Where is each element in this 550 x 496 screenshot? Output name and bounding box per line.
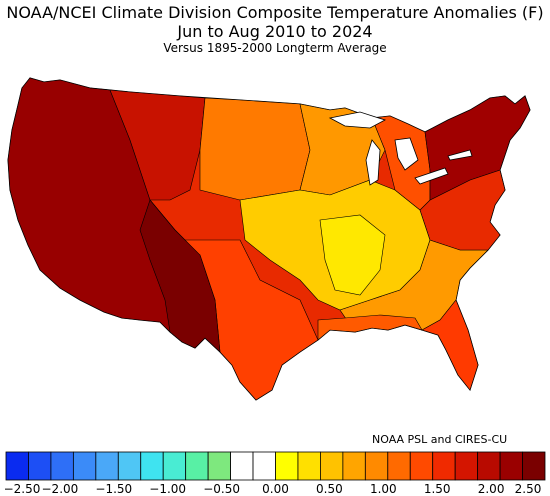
legend-swatch (432, 451, 456, 481)
lake-ontario (447, 149, 473, 161)
legend-tick-label: −2.00 (42, 482, 79, 496)
legend-swatch (522, 451, 546, 481)
legend-tick-label: 0.50 (316, 482, 343, 496)
legend-swatch (320, 451, 344, 481)
legend-tick-label: −2.50 (4, 482, 41, 496)
region-southwest (139, 199, 221, 353)
legend-swatch (454, 451, 479, 481)
chart-baseline-note: Versus 1895-2000 Longterm Average (163, 41, 387, 55)
legend-swatch (185, 451, 209, 481)
legend-swatch (387, 451, 411, 481)
legend-tick-label: 2.00 (478, 482, 505, 496)
data-credit: NOAA PSL and CIRES-CU (372, 433, 508, 446)
legend-swatch (252, 451, 276, 481)
region-mississippi-valley (319, 214, 386, 296)
legend-swatch (117, 451, 142, 481)
legend-swatch (499, 451, 523, 481)
legend-swatch (50, 451, 74, 481)
region-florida (421, 299, 479, 391)
legend-tick-label: 2.50 (515, 482, 542, 496)
legend-swatch (207, 451, 231, 481)
legend-swatch (5, 451, 29, 481)
legend-swatch (275, 451, 299, 481)
region-northern-plains (199, 97, 311, 201)
legend-swatch (95, 451, 119, 481)
legend-tick-label: 1.50 (424, 482, 451, 496)
legend-tick-label: −1.50 (95, 482, 132, 496)
lake-superior (328, 111, 387, 129)
legend-swatch (162, 451, 187, 481)
region-northern-rockies (89, 87, 206, 201)
legend-swatch (28, 451, 52, 481)
legend-tick-label: 1.00 (370, 482, 397, 496)
us-anomaly-map (7, 77, 531, 401)
lake-huron (394, 137, 419, 171)
legend-swatch (364, 451, 389, 481)
lake-michigan (365, 139, 381, 186)
legend-swatch (409, 451, 434, 481)
chart-title: NOAA/NCEI Climate Division Composite Tem… (6, 3, 544, 22)
legend-swatch (72, 451, 97, 481)
legend-swatch (342, 451, 366, 481)
chart-date-range: Jun to Aug 2010 to 2024 (177, 22, 373, 41)
region-gulf-coast (317, 314, 423, 341)
lake-erie (414, 167, 449, 185)
color-legend: −2.50 −2.00 −1.50 −1.00 −0.50 0.00 0.50 1.00 1.5… (4, 451, 546, 496)
legend-swatch (230, 451, 254, 481)
region-new-england (424, 95, 531, 201)
legend-swatch (140, 451, 164, 481)
legend-tick-label: −0.50 (203, 482, 240, 496)
legend-swatch (297, 451, 321, 481)
legend-tick-label: −1.00 (149, 482, 186, 496)
legend-swatch (477, 451, 501, 481)
legend-tick-label: 0.00 (262, 482, 289, 496)
